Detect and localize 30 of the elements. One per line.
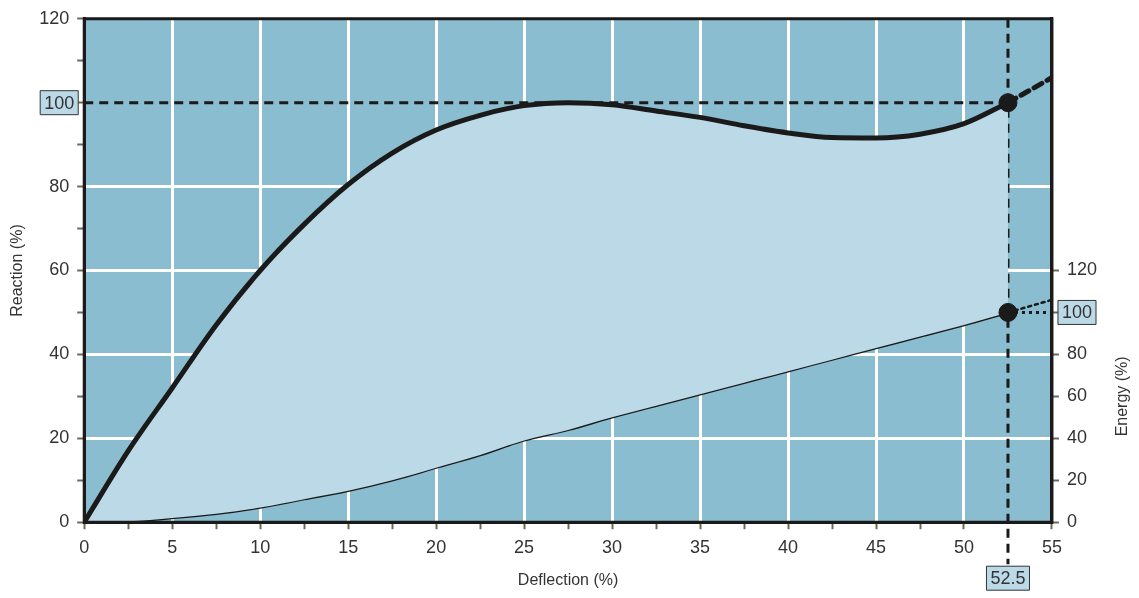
x-tick-label: 55 <box>1041 536 1062 557</box>
x-tick-label: 25 <box>514 536 535 557</box>
x-tick-label: 40 <box>778 536 799 557</box>
x-axis-title: Deflection (%) <box>517 570 619 588</box>
x-tick-label: 30 <box>602 536 623 557</box>
y-tick-label: 20 <box>49 427 70 448</box>
y2-tick-label: 40 <box>1066 427 1087 448</box>
x-tick-label: 15 <box>338 536 359 557</box>
y-axis-title: Reaction (%) <box>8 224 26 317</box>
x-tick-label: 10 <box>250 536 271 557</box>
x-tick-label: 45 <box>866 536 887 557</box>
y2-axis-title: Energy (%) <box>1113 356 1131 437</box>
y2-tick-label: 0 <box>1066 511 1077 532</box>
x-tick-label: 50 <box>953 536 975 557</box>
y2-tick-label: 80 <box>1066 343 1087 364</box>
y-tick-label: 60 <box>49 259 70 280</box>
x-tick-label: 5 <box>167 536 178 557</box>
x-tick-label: 35 <box>690 536 711 557</box>
x-tick-label: 0 <box>79 536 90 557</box>
y2-tick-label: 20 <box>1066 469 1087 490</box>
y-tick-label: 80 <box>49 175 70 196</box>
ref-line-label: 100 <box>44 92 75 113</box>
x-tick-label: 20 <box>426 536 447 557</box>
y-tick-label: 0 <box>59 511 70 532</box>
y-tick-label: 40 <box>49 343 70 364</box>
y2-tick-label: 120 <box>1066 259 1098 280</box>
ref-line-label: 52.5 <box>990 568 1026 589</box>
y-tick-label: 120 <box>39 7 70 28</box>
ref-line-label: 100 <box>1061 302 1093 323</box>
y2-tick-label: 60 <box>1066 385 1087 406</box>
